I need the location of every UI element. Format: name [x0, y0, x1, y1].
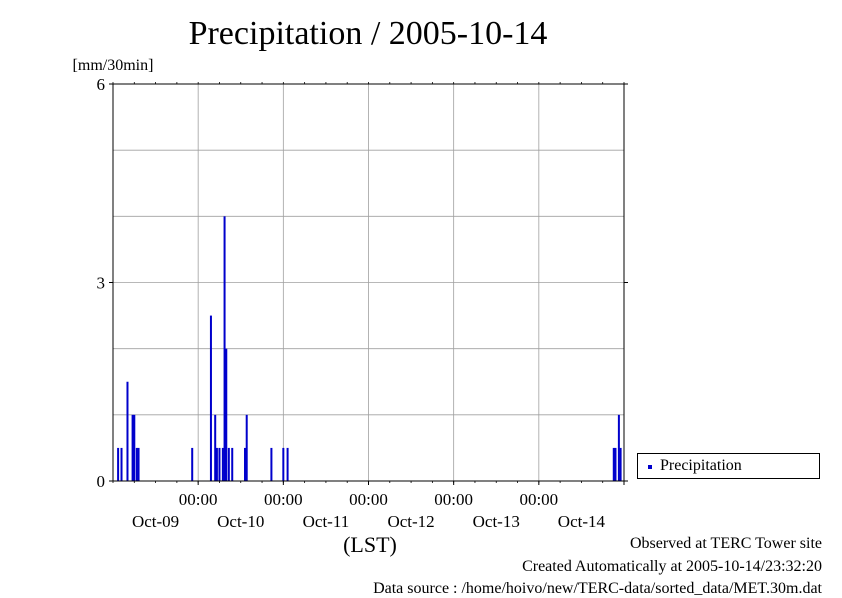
- footer-data-source: Data source : /home/hoivo/new/TERC-data/…: [373, 580, 822, 597]
- precipitation-bar: [214, 414, 217, 481]
- precipitation-bar: [227, 447, 230, 481]
- x-tick-time-label: 00:00: [264, 490, 303, 509]
- precipitation-bar: [133, 414, 136, 481]
- ticks-layer: 03600:00Oct-0900:00Oct-1000:00Oct-1100:0…: [97, 75, 628, 531]
- x-tick-time-label: 00:00: [179, 490, 218, 509]
- x-tick-date-label: Oct-12: [387, 512, 434, 531]
- y-tick-label: 3: [97, 274, 106, 293]
- precipitation-bar: [225, 348, 228, 481]
- precipitation-bar: [231, 447, 234, 481]
- chart-title: Precipitation / 2005-10-14: [188, 15, 548, 52]
- precipitation-bar: [120, 447, 123, 481]
- legend-swatch: [648, 465, 652, 469]
- x-tick-date-label: Oct-11: [303, 512, 350, 531]
- precipitation-bar: [221, 447, 224, 481]
- precipitation-bar: [218, 447, 221, 481]
- y-tick-label: 6: [97, 75, 106, 94]
- precipitation-bar: [137, 447, 140, 481]
- x-tick-date-label: Oct-13: [473, 512, 520, 531]
- precipitation-bar: [244, 447, 247, 481]
- precipitation-bar: [126, 381, 129, 481]
- precipitation-bar: [191, 447, 194, 481]
- precipitation-bar: [614, 447, 617, 481]
- precipitation-bar: [209, 315, 212, 481]
- footer-observed-site: Observed at TERC Tower site: [629, 535, 822, 552]
- precipitation-bar: [215, 447, 218, 481]
- precipitation-bar: [612, 447, 615, 481]
- precipitation-bar: [223, 216, 226, 482]
- y-axis-unit-label: [mm/30min]: [73, 57, 154, 74]
- precipitation-bar: [270, 447, 273, 481]
- precipitation-bar: [286, 447, 289, 481]
- precipitation-bar: [131, 414, 134, 481]
- x-axis-label: (LST): [343, 532, 397, 557]
- legend: Precipitation: [637, 453, 820, 479]
- x-tick-time-label: 00:00: [434, 490, 473, 509]
- legend-label: Precipitation: [660, 457, 742, 474]
- x-tick-date-label: Oct-10: [217, 512, 264, 531]
- precipitation-bar: [117, 447, 120, 481]
- x-tick-time-label: 00:00: [349, 490, 388, 509]
- precipitation-bar: [282, 447, 285, 481]
- footer-created-timestamp: Created Automatically at 2005-10-14/23:3…: [522, 558, 822, 575]
- x-tick-date-label: Oct-09: [132, 512, 179, 531]
- x-tick-date-label: Oct-14: [558, 512, 606, 531]
- y-tick-label: 0: [97, 472, 106, 491]
- precipitation-bar: [245, 414, 248, 481]
- x-tick-time-label: 00:00: [519, 490, 558, 509]
- bars-layer: [117, 216, 622, 482]
- precipitation-bar: [135, 447, 138, 481]
- grid-layer: [113, 84, 624, 481]
- precipitation-bar: [617, 414, 620, 481]
- precipitation-bar: [619, 447, 622, 481]
